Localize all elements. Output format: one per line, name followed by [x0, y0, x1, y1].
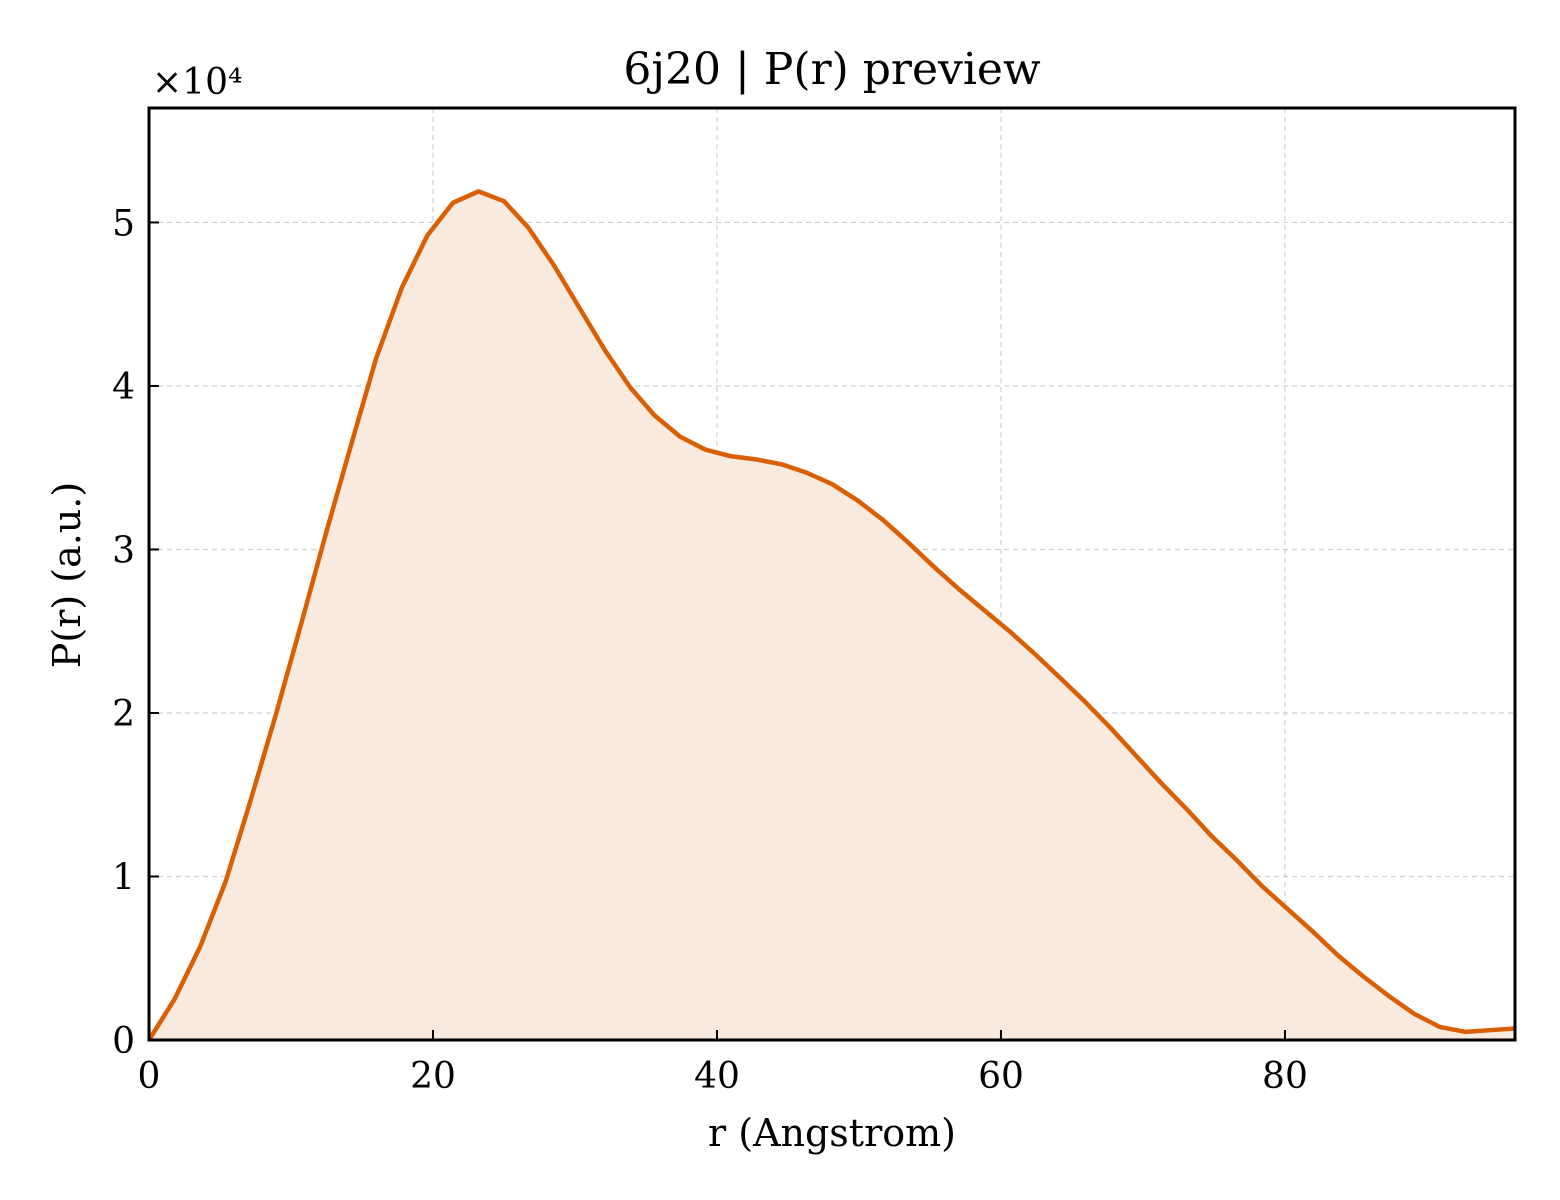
- y-scale-label: ×10⁴: [152, 62, 242, 103]
- x-tick-label: 0: [138, 1056, 161, 1097]
- y-tick-label: 4: [112, 367, 135, 408]
- x-axis-label: r (Angstrom): [708, 1111, 956, 1155]
- y-tick-label: 2: [112, 694, 135, 735]
- pr-curve-line: [147, 189, 1516, 1042]
- y-tick-label: 3: [112, 530, 135, 571]
- x-tick-label: 20: [410, 1056, 456, 1097]
- tick-labels: 0 20 40 60 80 0 1 2 3 4 5: [112, 203, 1308, 1097]
- y-tick-label: 5: [112, 203, 135, 244]
- axis-ticks: [148, 221, 1286, 1041]
- chart-title: 6j20 | P(r) preview: [623, 44, 1041, 95]
- y-tick-label: 0: [112, 1021, 135, 1062]
- y-axis-label: P(r) (a.u.): [45, 482, 89, 668]
- area-fill: [149, 191, 1515, 1040]
- x-tick-label: 40: [694, 1056, 740, 1097]
- plot-frame: [147, 106, 1517, 1042]
- x-tick-label: 80: [1262, 1056, 1308, 1097]
- y-tick-label: 1: [112, 857, 135, 898]
- x-tick-label: 60: [978, 1056, 1024, 1097]
